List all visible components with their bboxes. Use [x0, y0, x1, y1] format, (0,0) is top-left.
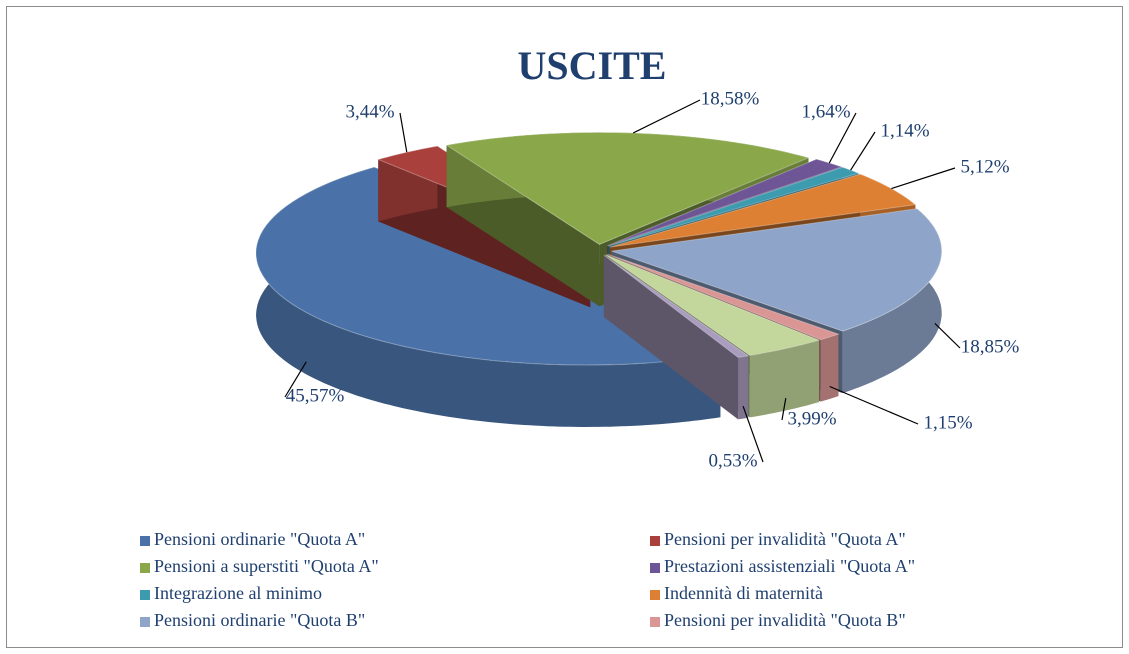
legend-swatch — [650, 590, 660, 600]
leader-line — [828, 112, 857, 164]
legend-label: Integrazione al minimo — [154, 583, 322, 603]
slice-top — [611, 208, 943, 332]
legend-swatch — [650, 617, 660, 627]
legend-label: Pensioni per invalidità "Quota B" — [664, 610, 906, 630]
legend-swatch — [140, 563, 150, 573]
leader-line — [829, 385, 919, 425]
data-label: 18,58% — [701, 88, 760, 109]
leader-line — [742, 405, 764, 463]
leader-line — [632, 99, 701, 134]
leader-line — [399, 112, 408, 153]
legend-swatch — [650, 536, 660, 546]
legend-label: Pensioni ordinarie "Quota B" — [154, 610, 365, 630]
legend-label: Indennità di maternità — [664, 583, 823, 603]
slice-top — [607, 253, 840, 341]
data-label: 0,53% — [708, 450, 757, 471]
legend-label: Pensioni a superstiti "Quota A" — [154, 556, 379, 576]
slice-wall — [256, 167, 721, 427]
data-label: 1,64% — [801, 101, 850, 122]
legend-swatch — [140, 536, 150, 546]
leader-line — [934, 322, 961, 349]
slice-wall — [738, 355, 749, 420]
data-label: 18,85% — [961, 336, 1020, 357]
legend-swatch — [140, 617, 150, 627]
leader-line — [781, 397, 787, 421]
leader-line — [850, 131, 876, 171]
data-label: 3,44% — [345, 101, 394, 122]
legend-label: Pensioni per invalidità "Quota A" — [664, 529, 906, 549]
leader-line — [284, 361, 307, 398]
data-label: 1,14% — [880, 120, 929, 141]
data-label: 1,15% — [923, 412, 972, 433]
slice-top — [609, 173, 917, 248]
legend-swatch — [140, 590, 150, 600]
slice-side-face — [603, 255, 739, 420]
chart-title: USCITE — [518, 43, 667, 88]
legend-label: Prestazioni assistenziali "Quota A" — [664, 556, 915, 576]
slice — [603, 254, 750, 420]
slice-top — [603, 254, 750, 358]
slice-wall — [842, 208, 942, 394]
slice-wall — [749, 340, 819, 418]
legend-label: Pensioni ordinarie "Quota A" — [154, 529, 365, 549]
slice-top — [605, 254, 821, 356]
data-label: 45,57% — [286, 385, 345, 406]
legend-swatch — [650, 563, 660, 573]
data-label: 5,12% — [960, 156, 1009, 177]
slice-top — [445, 131, 810, 245]
data-label: 3,99% — [787, 408, 836, 429]
leader-line — [891, 167, 956, 190]
slice-wall — [820, 334, 839, 402]
